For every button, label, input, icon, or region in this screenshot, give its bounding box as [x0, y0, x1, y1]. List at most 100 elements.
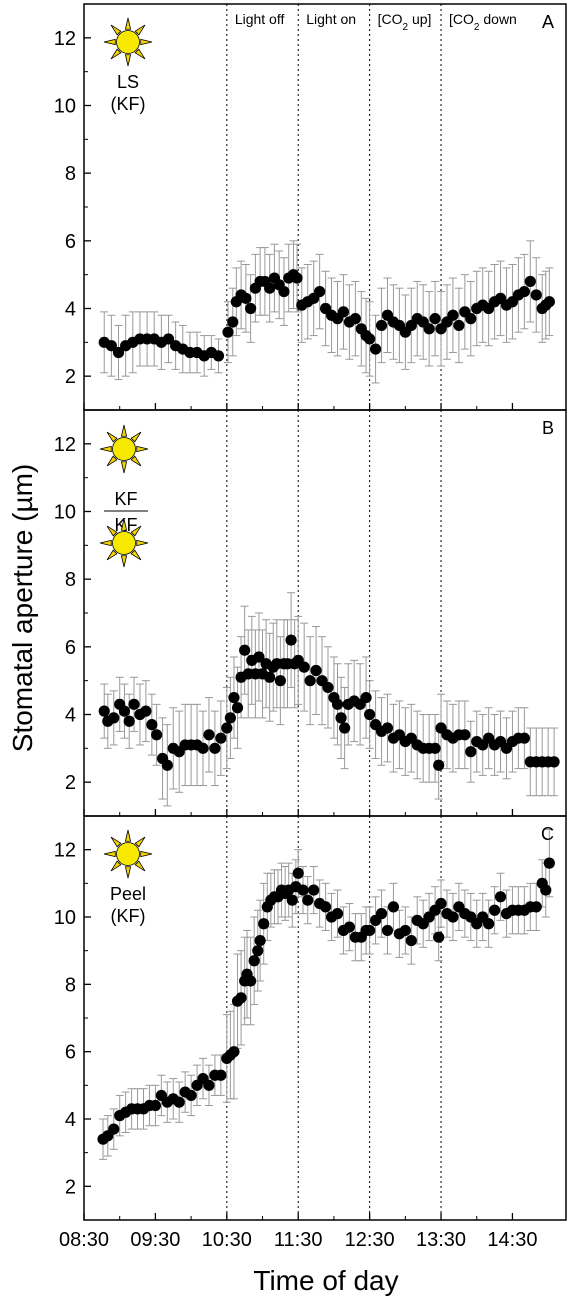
data-point — [381, 722, 394, 734]
y-tick-label: 10 — [54, 907, 76, 929]
data-point — [524, 275, 536, 288]
y-tick-label: 4 — [65, 705, 76, 727]
sun-ray — [110, 836, 122, 848]
y-tick-label: 10 — [54, 96, 76, 118]
sun-ray — [110, 860, 122, 872]
sample-label-line2: (KF) — [111, 94, 146, 114]
data-point — [140, 705, 152, 717]
y-tick-label: 12 — [54, 28, 76, 50]
sun-disc — [112, 437, 136, 461]
data-point — [264, 671, 276, 683]
data-point — [465, 746, 477, 758]
phase-label: Light off — [235, 11, 285, 27]
data-point — [212, 350, 225, 362]
data-point — [215, 732, 227, 744]
data-point — [292, 867, 304, 879]
data-point — [518, 732, 530, 744]
data-point — [518, 285, 530, 298]
data-point — [540, 884, 552, 896]
data-point — [360, 691, 372, 704]
sun-ray — [106, 549, 118, 561]
x-tick-label: 11:30 — [274, 1229, 323, 1251]
x-tick-label: 14:30 — [487, 1229, 537, 1251]
data-point — [387, 901, 400, 913]
data-point — [197, 742, 209, 754]
data-point — [369, 343, 382, 355]
data-points — [98, 269, 555, 362]
sun-ray — [134, 860, 146, 872]
sun-ray — [124, 829, 132, 842]
data-point — [543, 857, 555, 869]
sun-disc — [116, 842, 140, 866]
y-tick-label: 6 — [65, 637, 76, 659]
y-tick-label: 2 — [65, 1176, 76, 1198]
panel-letter: B — [542, 418, 554, 438]
phase-label: Light on — [306, 11, 356, 27]
data-point — [252, 945, 264, 957]
sun-ray — [124, 17, 132, 30]
data-point — [173, 1096, 185, 1108]
data-point — [543, 296, 555, 308]
x-tick-label: 12:30 — [345, 1229, 395, 1251]
data-point — [298, 661, 310, 673]
data-point — [433, 931, 445, 943]
panel-letter: C — [541, 824, 554, 844]
data-point — [185, 1089, 197, 1102]
panel-frame — [83, 3, 567, 411]
data-point — [228, 1046, 240, 1058]
sun-ray — [134, 48, 146, 60]
y-tick-label: 6 — [65, 231, 76, 253]
data-point — [465, 313, 477, 325]
sun-disc — [112, 531, 136, 555]
sun-ray — [130, 431, 142, 443]
data-point — [285, 634, 297, 646]
sun-ray — [124, 866, 132, 879]
y-tick-label: 2 — [65, 772, 76, 794]
data-point — [488, 904, 501, 916]
data-point — [286, 894, 298, 906]
data-point — [337, 306, 350, 318]
data-point — [433, 759, 445, 771]
sun-icon — [99, 424, 149, 474]
data-point — [349, 313, 361, 325]
sample-label-line1: Peel — [110, 884, 146, 904]
sun-ray — [106, 431, 118, 443]
data-point — [209, 742, 221, 754]
sun-ray — [130, 525, 142, 537]
data-point — [146, 719, 158, 731]
data-point — [112, 346, 125, 359]
sample-label-numerator: KF — [114, 489, 137, 509]
data-point — [399, 924, 411, 937]
data-point — [453, 319, 465, 332]
sun-ray — [106, 455, 118, 467]
x-axis-title: Time of day — [253, 1265, 398, 1296]
sun-ray — [140, 38, 153, 46]
data-point — [215, 1069, 227, 1081]
phase-label: [CO2 up] — [378, 11, 432, 33]
data-point — [447, 309, 459, 321]
sun-ray — [103, 38, 116, 46]
data-point — [343, 921, 355, 933]
sun-ray — [106, 525, 118, 537]
data-point — [228, 691, 240, 704]
data-point — [423, 323, 435, 335]
data-point — [302, 894, 314, 906]
data-point — [123, 715, 135, 727]
sun-ray — [120, 555, 128, 568]
sun-ray — [136, 445, 149, 453]
sun-icon — [99, 518, 149, 568]
data-point — [98, 705, 110, 717]
panel-a: 2 4 6 8 10 12 A LS(KF) Light off Light on [CO2 up]… — [54, 3, 567, 411]
sun-ray — [120, 518, 128, 531]
data-point — [222, 326, 234, 338]
data-point — [221, 722, 233, 734]
data-point — [322, 681, 334, 694]
sun-ray — [134, 24, 146, 36]
data-point — [405, 934, 417, 947]
error-bars — [99, 828, 554, 1160]
panel-frame — [83, 815, 567, 1221]
data-point — [308, 884, 320, 896]
data-point — [118, 705, 131, 717]
